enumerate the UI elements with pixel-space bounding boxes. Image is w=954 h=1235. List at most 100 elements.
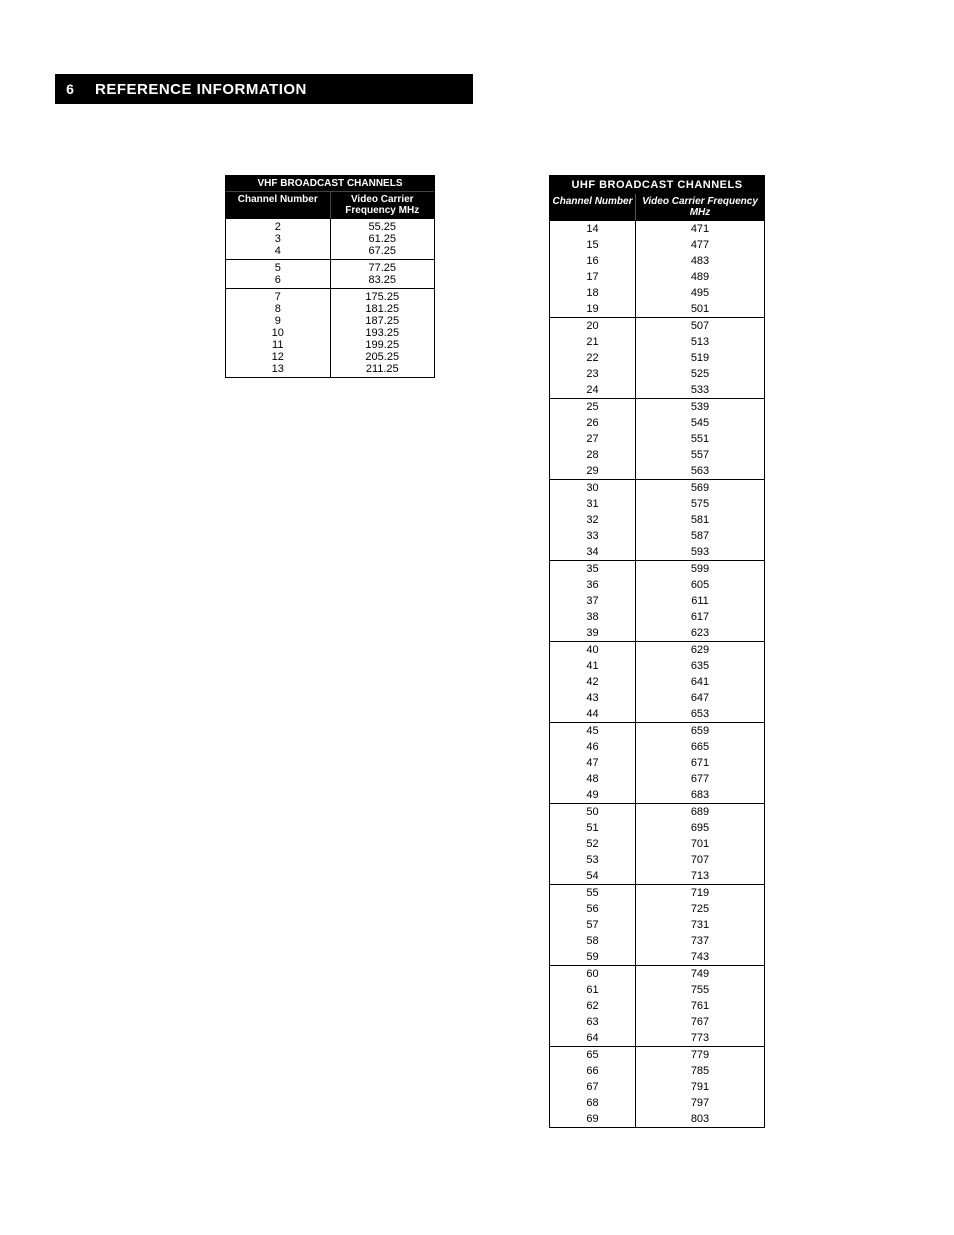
uhf-freq-cell: 545 xyxy=(636,415,764,431)
uhf-freq-cell: 587 xyxy=(636,528,764,544)
uhf-freq-cell: 689 xyxy=(636,804,764,820)
uhf-channel-cell: 67 xyxy=(550,1079,636,1095)
uhf-freq-cell: 755 xyxy=(636,982,764,998)
uhf-channel-cell: 59 xyxy=(550,949,636,965)
uhf-channel-cell: 20 xyxy=(550,318,636,334)
uhf-freq-cell: 701 xyxy=(636,836,764,852)
uhf-channel-cell: 17 xyxy=(550,269,636,285)
uhf-channel-cell: 61 xyxy=(550,982,636,998)
uhf-channel-cell: 28 xyxy=(550,447,636,463)
uhf-channel-cell: 26 xyxy=(550,415,636,431)
uhf-freq-cell: 551 xyxy=(636,431,764,447)
uhf-freq-cell: 785 xyxy=(636,1063,764,1079)
uhf-freq-cell: 519 xyxy=(636,350,764,366)
uhf-freq-cell: 593 xyxy=(636,544,764,560)
page-title: REFERENCE INFORMATION xyxy=(85,74,473,104)
uhf-channel-cell: 51 xyxy=(550,820,636,836)
uhf-channel-cell: 55 xyxy=(550,885,636,901)
uhf-channel-cell: 39 xyxy=(550,625,636,641)
uhf-channel-cell: 50 xyxy=(550,804,636,820)
uhf-freq-cell: 779 xyxy=(636,1047,764,1063)
uhf-channel-cell: 24 xyxy=(550,382,636,398)
uhf-channel-cell: 34 xyxy=(550,544,636,560)
uhf-freq-cell: 501 xyxy=(636,301,764,317)
uhf-freq-cell: 647 xyxy=(636,690,764,706)
uhf-freq-cell: 803 xyxy=(636,1111,764,1127)
uhf-freq-cell: 791 xyxy=(636,1079,764,1095)
uhf-channel-cell: 23 xyxy=(550,366,636,382)
uhf-freq-cell: 773 xyxy=(636,1030,764,1046)
uhf-freq-cell: 695 xyxy=(636,820,764,836)
page-number: 6 xyxy=(55,74,85,104)
uhf-freq-cell: 797 xyxy=(636,1095,764,1111)
uhf-channel-cell: 48 xyxy=(550,771,636,787)
vhf-col2-header: Video Carrier Frequency MHz xyxy=(331,192,435,218)
uhf-channel-cell: 35 xyxy=(550,561,636,577)
uhf-freq-cell: 611 xyxy=(636,593,764,609)
uhf-freq-cell: 719 xyxy=(636,885,764,901)
uhf-channel-cell: 14 xyxy=(550,221,636,237)
uhf-freq-cell: 569 xyxy=(636,480,764,496)
uhf-channel-cell: 43 xyxy=(550,690,636,706)
vhf-channel-cell: 78910111213 xyxy=(226,289,331,377)
uhf-channel-cell: 19 xyxy=(550,301,636,317)
uhf-channel-cell: 54 xyxy=(550,868,636,884)
uhf-freq-cell: 761 xyxy=(636,998,764,1014)
uhf-freq-cell: 623 xyxy=(636,625,764,641)
uhf-channel-cell: 52 xyxy=(550,836,636,852)
uhf-channel-cell: 60 xyxy=(550,966,636,982)
uhf-freq-cell: 683 xyxy=(636,787,764,803)
uhf-channel-cell: 62 xyxy=(550,998,636,1014)
uhf-channel-cell: 31 xyxy=(550,496,636,512)
uhf-freq-cell: 581 xyxy=(636,512,764,528)
uhf-header: UHF BROADCAST CHANNELS xyxy=(550,176,764,194)
uhf-channel-cell: 42 xyxy=(550,674,636,690)
uhf-channel-cell: 36 xyxy=(550,577,636,593)
vhf-freq-cell: 175.25181.25187.25193.25199.25205.25211.… xyxy=(331,289,435,377)
uhf-freq-cell: 677 xyxy=(636,771,764,787)
uhf-channel-cell: 37 xyxy=(550,593,636,609)
uhf-channel-cell: 56 xyxy=(550,901,636,917)
vhf-channel-cell: 234 xyxy=(226,219,331,259)
uhf-col2-header: Video Carrier Frequency MHz xyxy=(636,194,764,220)
uhf-channel-cell: 16 xyxy=(550,253,636,269)
uhf-freq-cell: 665 xyxy=(636,739,764,755)
uhf-channel-cell: 29 xyxy=(550,463,636,479)
uhf-channel-cell: 65 xyxy=(550,1047,636,1063)
uhf-freq-cell: 659 xyxy=(636,723,764,739)
uhf-channel-cell: 40 xyxy=(550,642,636,658)
uhf-freq-cell: 725 xyxy=(636,901,764,917)
uhf-channel-cell: 63 xyxy=(550,1014,636,1030)
uhf-freq-cell: 743 xyxy=(636,949,764,965)
vhf-table: VHF BROADCAST CHANNELS Channel Number Vi… xyxy=(225,175,435,378)
uhf-channel-cell: 21 xyxy=(550,334,636,350)
uhf-freq-cell: 731 xyxy=(636,917,764,933)
vhf-header: VHF BROADCAST CHANNELS xyxy=(226,176,434,192)
uhf-channel-cell: 27 xyxy=(550,431,636,447)
vhf-col1-header: Channel Number xyxy=(226,192,331,218)
uhf-channel-cell: 57 xyxy=(550,917,636,933)
uhf-channel-cell: 53 xyxy=(550,852,636,868)
uhf-col1-header: Channel Number xyxy=(550,194,636,220)
uhf-channel-cell: 64 xyxy=(550,1030,636,1046)
uhf-table: UHF BROADCAST CHANNELS Channel Number Vi… xyxy=(549,175,765,1128)
uhf-freq-cell: 489 xyxy=(636,269,764,285)
uhf-freq-cell: 471 xyxy=(636,221,764,237)
uhf-freq-cell: 617 xyxy=(636,609,764,625)
uhf-channel-cell: 49 xyxy=(550,787,636,803)
uhf-channel-cell: 18 xyxy=(550,285,636,301)
uhf-channel-cell: 22 xyxy=(550,350,636,366)
vhf-freq-cell: 77.2583.25 xyxy=(331,260,435,288)
uhf-channel-cell: 30 xyxy=(550,480,636,496)
uhf-freq-cell: 671 xyxy=(636,755,764,771)
uhf-freq-cell: 767 xyxy=(636,1014,764,1030)
uhf-freq-cell: 635 xyxy=(636,658,764,674)
uhf-freq-cell: 507 xyxy=(636,318,764,334)
uhf-freq-cell: 563 xyxy=(636,463,764,479)
uhf-freq-cell: 539 xyxy=(636,399,764,415)
uhf-freq-cell: 605 xyxy=(636,577,764,593)
uhf-freq-cell: 599 xyxy=(636,561,764,577)
uhf-freq-cell: 495 xyxy=(636,285,764,301)
uhf-freq-cell: 749 xyxy=(636,966,764,982)
uhf-channel-cell: 15 xyxy=(550,237,636,253)
